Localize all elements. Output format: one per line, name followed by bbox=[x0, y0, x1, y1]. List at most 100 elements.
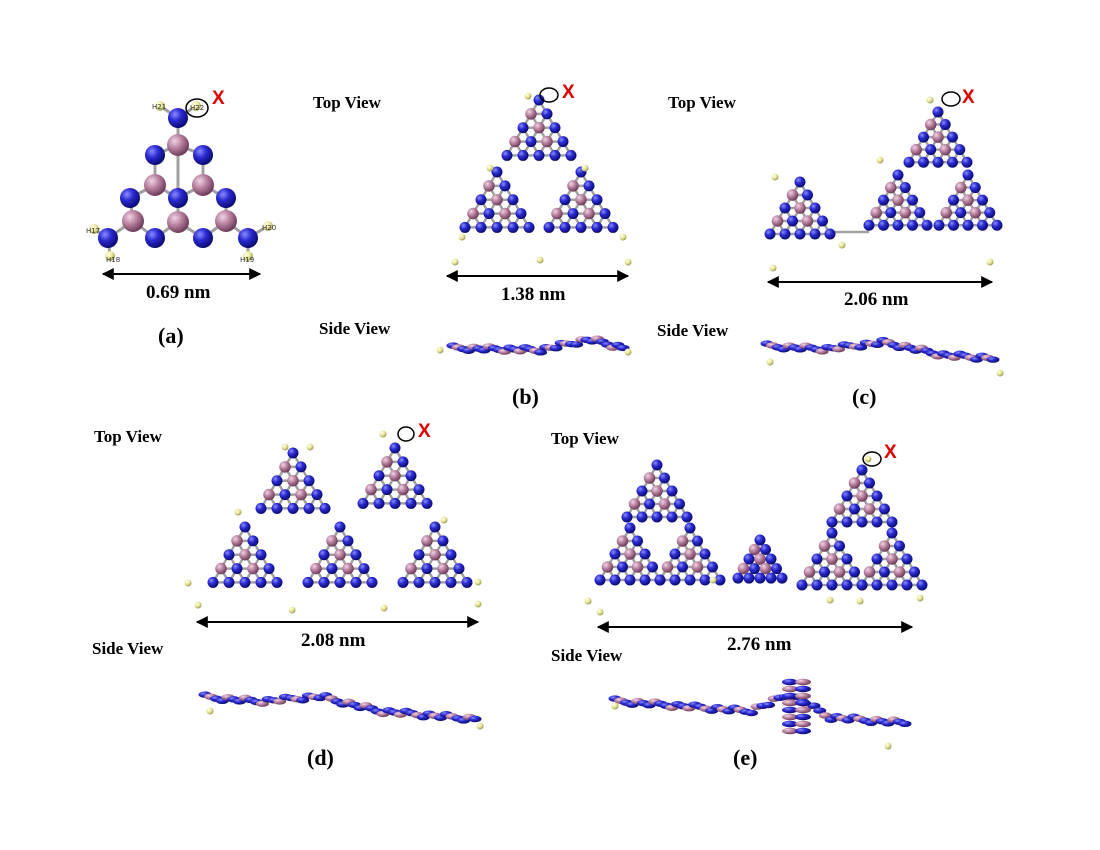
hydrogen-atom bbox=[306, 443, 314, 451]
nitrogen-atom bbox=[491, 166, 503, 178]
boron-atom bbox=[575, 193, 587, 206]
boron-atom bbox=[899, 206, 912, 219]
nitrogen-atom bbox=[969, 182, 981, 194]
boron-atom bbox=[893, 566, 906, 578]
nitrogen-atom bbox=[98, 228, 118, 248]
side-view-label-e: Side View bbox=[551, 646, 623, 665]
boron-atom bbox=[551, 207, 563, 220]
nitrogen-atom bbox=[669, 574, 681, 586]
boron-atom bbox=[263, 488, 275, 501]
nitrogen-atom bbox=[405, 497, 417, 509]
nitrogen-atom bbox=[303, 502, 315, 514]
top-view-label-d: Top View bbox=[94, 427, 162, 446]
nitrogen-atom bbox=[279, 489, 291, 501]
nitrogen-atom bbox=[639, 548, 651, 560]
boron-atom bbox=[643, 472, 656, 484]
nitrogen-atom bbox=[373, 497, 385, 509]
hydrogen-label-h17: H17 bbox=[86, 227, 101, 235]
hydrogen-atom bbox=[838, 241, 846, 249]
hydrogen-atom bbox=[709, 576, 717, 584]
nitrogen-atom bbox=[342, 535, 354, 547]
dimension-arrows bbox=[101, 268, 994, 633]
nitrogen-atom bbox=[666, 485, 678, 497]
boron-atom bbox=[892, 194, 904, 206]
nitrogen-atom bbox=[826, 527, 838, 539]
boron-atom bbox=[795, 706, 811, 714]
nitrogen-atom bbox=[834, 540, 845, 552]
nitrogen-atom bbox=[557, 136, 569, 148]
hydrogen-atom bbox=[379, 430, 387, 438]
boron-atom bbox=[215, 210, 237, 232]
boron-atom bbox=[144, 174, 166, 196]
nitrogen-atom bbox=[932, 106, 944, 118]
boron-atom bbox=[421, 535, 433, 547]
nitrogen-atom bbox=[525, 136, 537, 148]
nitrogen-atom bbox=[901, 579, 913, 591]
nitrogen-atom bbox=[909, 566, 920, 578]
nitrogen-atom bbox=[771, 563, 782, 575]
nitrogen-atom bbox=[826, 579, 838, 591]
nitrogen-atom bbox=[744, 709, 758, 717]
nitrogen-atom bbox=[193, 228, 213, 248]
boron-atom bbox=[924, 118, 937, 131]
nitrogen-atom bbox=[491, 221, 503, 233]
nitrogen-atom bbox=[651, 511, 663, 523]
marker-x-d: X bbox=[418, 421, 431, 442]
boron-atom bbox=[939, 143, 952, 156]
nitrogen-atom bbox=[515, 208, 527, 220]
nitrogen-atom bbox=[743, 553, 755, 565]
nitrogen-atom bbox=[507, 221, 519, 233]
nitrogen-atom bbox=[794, 228, 806, 240]
boron-atom bbox=[833, 566, 846, 578]
nitrogen-atom bbox=[894, 540, 905, 552]
boron-atom bbox=[856, 490, 868, 502]
hydrogen-atom bbox=[263, 221, 273, 231]
nitrogen-atom bbox=[856, 464, 868, 476]
nitrogen-atom bbox=[666, 511, 678, 523]
nitrogen-atom bbox=[948, 194, 959, 206]
boron-atom bbox=[533, 121, 545, 134]
nitrogen-atom bbox=[684, 574, 696, 586]
hydrogen-atom bbox=[596, 608, 604, 616]
nitrogen-atom bbox=[654, 574, 666, 586]
nitrogen-atom bbox=[841, 579, 853, 591]
nitrogen-atom bbox=[961, 156, 973, 168]
boron-atom bbox=[684, 548, 696, 560]
nitrogen-atom bbox=[231, 563, 243, 575]
boron-atom bbox=[863, 503, 876, 515]
boron-atom bbox=[287, 474, 299, 487]
nitrogen-atom bbox=[977, 219, 988, 231]
nitrogen-atom bbox=[533, 149, 545, 161]
nitrogen-atom bbox=[517, 122, 529, 134]
boron-atom bbox=[737, 562, 750, 575]
boron-atom bbox=[624, 548, 636, 560]
nitrogen-atom bbox=[811, 579, 823, 591]
nitrogen-atom bbox=[914, 207, 926, 219]
boron-atom bbox=[771, 215, 784, 227]
nitrogen-atom bbox=[907, 219, 918, 231]
boron-atom bbox=[167, 211, 189, 233]
boron-atom bbox=[405, 562, 417, 575]
hydrogen-atom bbox=[440, 516, 448, 524]
nitrogen-atom bbox=[782, 678, 798, 686]
nitrogen-atom bbox=[856, 579, 868, 591]
boron-atom bbox=[870, 206, 883, 219]
boron-atom bbox=[437, 562, 449, 575]
hydrogen-atom bbox=[581, 164, 589, 172]
boron-atom bbox=[525, 108, 537, 120]
side-view-label-b: Side View bbox=[319, 319, 391, 338]
nitrogen-atom bbox=[932, 156, 944, 168]
boron-atom bbox=[310, 562, 322, 575]
nitrogen-atom bbox=[624, 522, 636, 534]
boron-atom bbox=[122, 210, 144, 232]
boron-atom bbox=[759, 562, 772, 575]
nitrogen-atom bbox=[918, 156, 929, 168]
nitrogen-atom bbox=[223, 576, 235, 588]
nitrogen-atom bbox=[795, 727, 811, 735]
nitrogen-atom bbox=[779, 228, 791, 240]
boron-atom bbox=[848, 477, 861, 489]
nitrogen-atom bbox=[216, 188, 236, 208]
hydrogen-atom bbox=[884, 742, 892, 750]
